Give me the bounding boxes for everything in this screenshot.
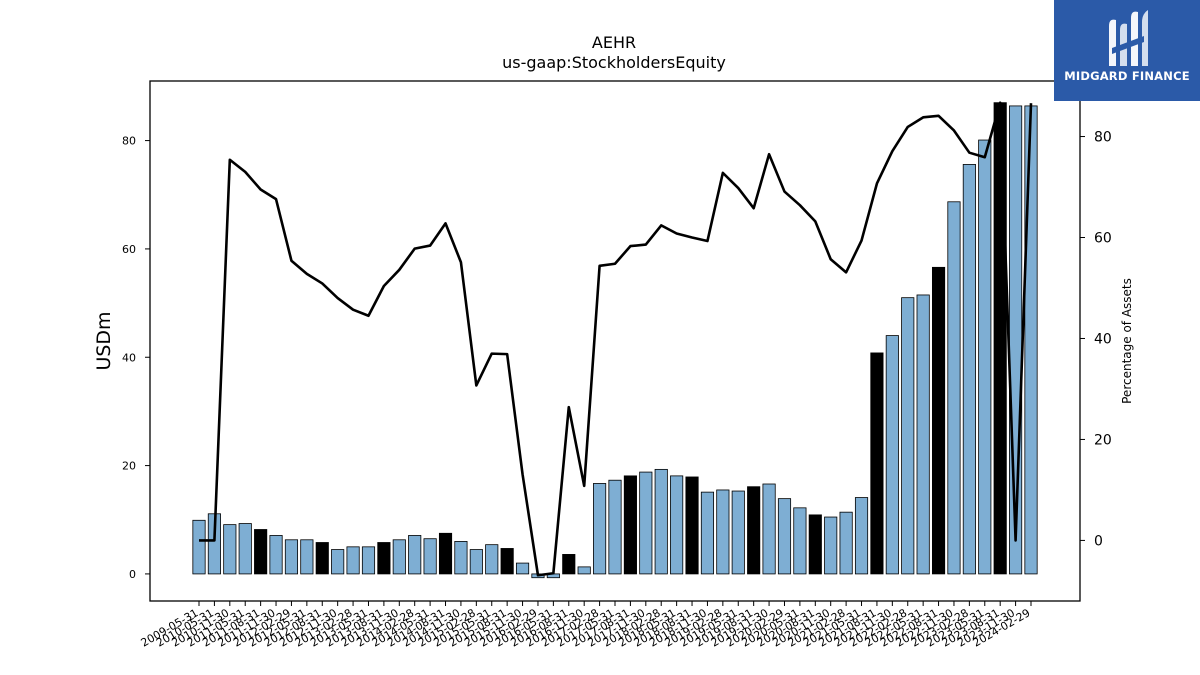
midgard-logo-icon xyxy=(1109,10,1148,67)
y-tick-label: 40 xyxy=(122,351,136,364)
bar xyxy=(793,507,807,575)
bar xyxy=(454,541,468,575)
y2-tick-label: 20 xyxy=(1094,432,1112,448)
bar xyxy=(639,471,653,575)
bar xyxy=(885,335,899,575)
y-tick-label: 0 xyxy=(129,568,136,581)
bar xyxy=(438,532,453,575)
y2-tick-label: 60 xyxy=(1094,231,1112,247)
bar xyxy=(854,497,869,575)
bar xyxy=(839,511,853,575)
midgard-finance-logo: MIDGARD FINANCE xyxy=(1054,0,1200,101)
bar xyxy=(485,544,499,575)
y2-tick-label: 80 xyxy=(1094,130,1112,146)
bar xyxy=(608,479,622,575)
y2-axis-label: Percentage of Assets xyxy=(1120,278,1134,404)
bar xyxy=(623,475,637,575)
y-axis-left: 0 20 40 60 80 xyxy=(122,135,150,581)
bar xyxy=(515,562,530,575)
bar xyxy=(577,566,591,575)
bar xyxy=(947,201,961,575)
percentage-line xyxy=(199,101,1033,577)
percentage-line-series xyxy=(199,101,1033,577)
y-axis-label: USDm xyxy=(93,311,115,370)
bar xyxy=(670,475,684,575)
bar xyxy=(562,554,576,575)
bar xyxy=(361,546,376,575)
bar xyxy=(654,468,668,575)
bar xyxy=(1024,105,1038,575)
bar xyxy=(331,549,345,575)
bar xyxy=(916,294,930,575)
bar xyxy=(777,498,792,575)
bar xyxy=(931,266,946,575)
bar-series xyxy=(192,102,1038,579)
y-tick-label: 60 xyxy=(122,243,136,256)
chart-subtitle: us-gaap:StockholdersEquity xyxy=(502,53,726,72)
bar xyxy=(870,352,884,575)
bar xyxy=(192,519,206,575)
bar xyxy=(300,539,314,575)
bar xyxy=(500,548,514,575)
bar xyxy=(700,491,715,575)
bar xyxy=(962,164,976,575)
bar xyxy=(377,542,391,575)
bar xyxy=(593,483,607,575)
bar xyxy=(685,476,699,575)
bar xyxy=(408,535,422,575)
bar xyxy=(238,523,252,575)
bar xyxy=(747,486,761,575)
bar xyxy=(223,524,237,575)
y-tick-label: 80 xyxy=(122,135,136,148)
bar xyxy=(392,539,406,575)
bar xyxy=(284,539,299,575)
chart-title: AEHR xyxy=(592,33,636,52)
bar xyxy=(315,542,329,575)
bar xyxy=(469,549,483,575)
bar xyxy=(993,102,1007,575)
bar xyxy=(901,297,915,575)
x-axis: 2009-05-312010-05-312010-11-302011-05-31… xyxy=(139,601,1033,650)
bar xyxy=(269,535,283,575)
y-axis-right: 0 20 40 60 80 xyxy=(1080,130,1112,549)
bar xyxy=(254,529,268,575)
bar xyxy=(824,516,838,575)
bar xyxy=(808,514,822,575)
bar xyxy=(716,489,730,575)
y-tick-label: 20 xyxy=(122,460,136,473)
logo-text: MIDGARD FINANCE xyxy=(1064,69,1190,83)
y2-tick-label: 0 xyxy=(1094,533,1103,549)
bar xyxy=(731,490,745,575)
bar xyxy=(346,546,360,575)
y2-tick-label: 40 xyxy=(1094,331,1112,347)
bar xyxy=(978,139,992,575)
bar xyxy=(423,538,437,575)
bar xyxy=(762,483,776,575)
